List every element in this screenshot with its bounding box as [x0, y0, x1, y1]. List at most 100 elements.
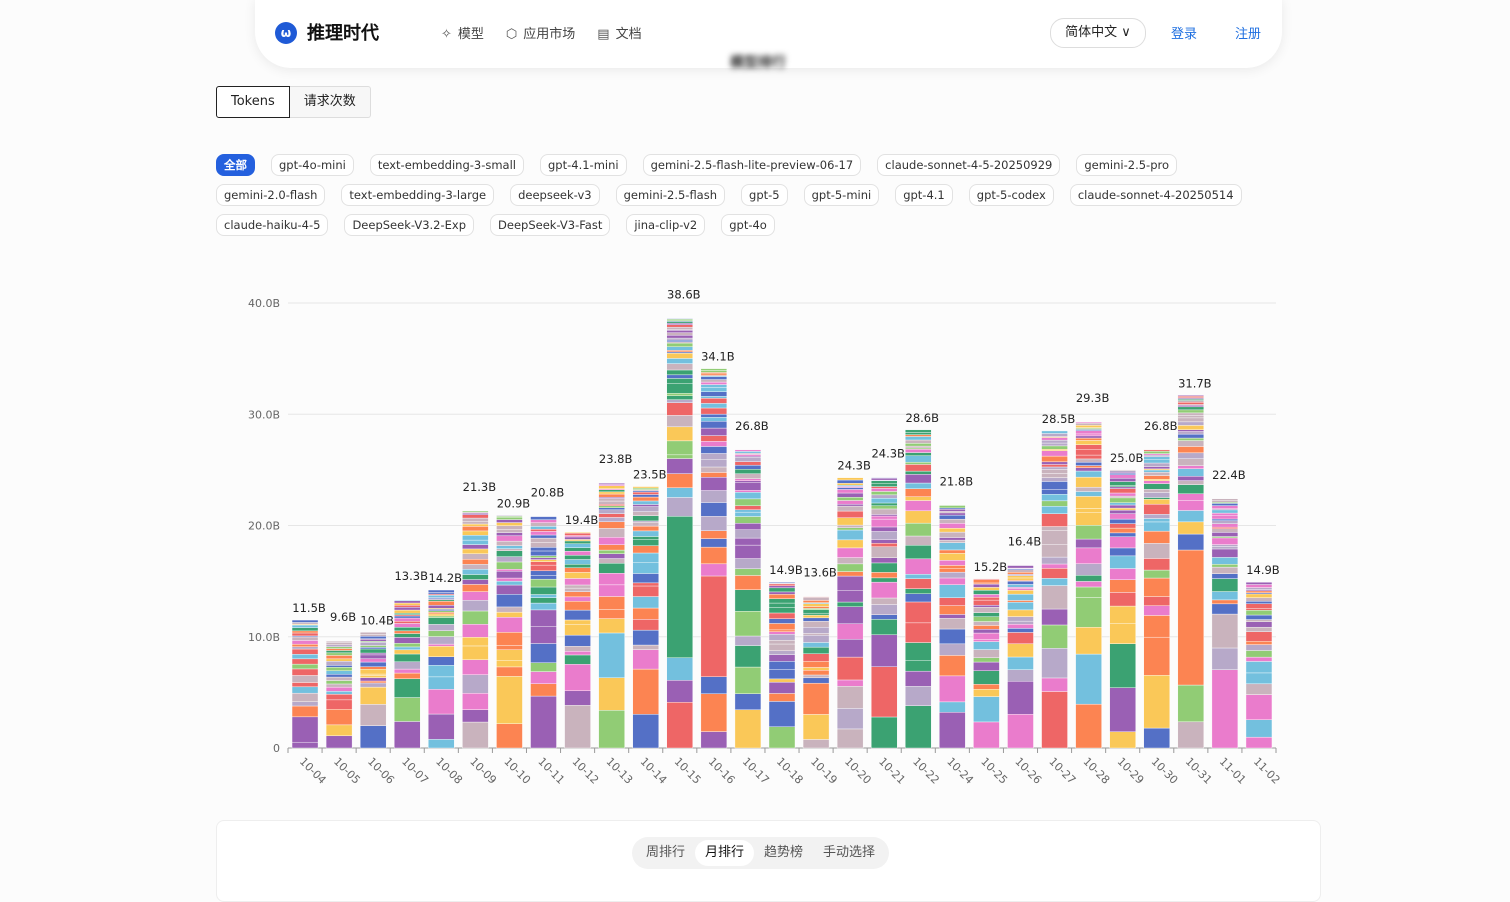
logo-icon[interactable]: ω — [275, 22, 297, 44]
bar-segment — [1143, 605, 1170, 616]
bar-segment — [1143, 543, 1170, 559]
bar-segment — [325, 670, 353, 675]
bar-segment — [939, 560, 966, 566]
bar-segment — [939, 675, 966, 703]
bar-segment — [734, 509, 762, 513]
bar-segment — [632, 487, 659, 490]
filter-chip[interactable]: gemini-2.5-pro — [1076, 154, 1178, 176]
filter-chip[interactable]: deepseek-v3 — [510, 184, 600, 206]
bar-segment — [939, 542, 966, 551]
filter-chip[interactable]: gpt-5-codex — [968, 184, 1054, 206]
filter-chip[interactable]: gpt-4o-mini — [271, 154, 354, 176]
bar-segment — [1143, 456, 1170, 460]
bar-segment — [700, 530, 728, 539]
bar-total-label: 14.9B — [1246, 563, 1280, 577]
ranking-tab[interactable]: 手动选择 — [823, 845, 876, 860]
filter-chip[interactable]: text-embedding-3-small — [369, 154, 524, 176]
bar-segment — [359, 645, 387, 648]
bar-segment — [1041, 449, 1068, 451]
bar-segment — [325, 680, 353, 685]
login-link[interactable]: 登录 — [1171, 27, 1198, 42]
bar-segment — [530, 547, 557, 552]
bar-segment — [1143, 596, 1170, 606]
bar-segment — [666, 415, 693, 428]
bar-segment — [1211, 557, 1239, 565]
ranking-tab[interactable]: 周排行 — [646, 845, 686, 860]
bar-segment — [598, 500, 625, 505]
bar-segment — [973, 579, 1000, 584]
ranking-tab[interactable]: 月排行 — [695, 840, 755, 866]
x-tick-label: 10-11 — [535, 755, 567, 787]
register-link[interactable]: 注册 — [1235, 27, 1262, 42]
bar-segment — [530, 522, 557, 527]
bar-segment — [632, 562, 659, 574]
bar-segment — [530, 557, 557, 560]
bar-segment — [564, 543, 591, 548]
bar-segment — [666, 454, 693, 459]
filter-chip[interactable]: gpt-5 — [741, 184, 788, 206]
filter-chip[interactable]: jina-clip-v2 — [626, 214, 706, 236]
brand-name[interactable]: 推理时代 — [307, 23, 379, 44]
bar-total-label: 20.9B — [497, 496, 531, 510]
bar-segment — [291, 627, 319, 632]
filter-chip[interactable]: gpt-4.1-mini — [540, 154, 627, 176]
bar-segment — [1211, 537, 1239, 545]
tab-requests[interactable]: 请求次数 — [289, 86, 371, 118]
bar-segment — [871, 518, 898, 528]
bar-segment — [802, 674, 830, 679]
nav-item-models[interactable]: ✧ 模型 — [441, 23, 484, 42]
bar-segment — [1041, 450, 1068, 457]
nav-item-docs[interactable]: ▤ 文档 — [597, 23, 641, 42]
bar-segment — [836, 489, 864, 494]
bar-segment — [564, 536, 591, 540]
bar-segment — [598, 493, 625, 498]
filter-chip[interactable]: gemini-2.5-flash — [615, 184, 726, 206]
bar-segment — [1041, 433, 1068, 437]
bar-segment — [1041, 489, 1068, 495]
filter-chip-all[interactable]: 全部 — [216, 154, 255, 176]
nav-item-app-market[interactable]: ⬡ 应用市场 — [506, 23, 575, 42]
bar-segment — [768, 640, 796, 645]
bar-segment — [666, 326, 693, 330]
language-select[interactable]: 简体中文 ∨ — [1050, 18, 1146, 48]
filter-chip[interactable]: gemini-2.5-flash-lite-preview-06-17 — [642, 154, 862, 176]
bar-segment — [428, 689, 455, 715]
bar-segment — [1143, 521, 1170, 532]
filter-chip[interactable]: gpt-4.1 — [895, 184, 953, 206]
bar-segment — [428, 739, 455, 749]
bar-segment — [1075, 525, 1102, 540]
filter-chip[interactable]: DeepSeek-V3.2-Exp — [344, 214, 475, 236]
filter-chip[interactable]: gpt-5-mini — [803, 184, 880, 206]
bar-segment — [530, 575, 557, 580]
bar-segment — [394, 609, 421, 614]
bar-segment — [564, 551, 591, 556]
filter-chip[interactable]: gemini-2.0-flash — [216, 184, 326, 206]
filter-chip[interactable]: text-embedding-3-large — [341, 184, 495, 206]
bar-segment — [768, 594, 796, 599]
bar-segment — [871, 498, 898, 504]
bar-segment — [359, 666, 387, 670]
bar-segment — [768, 602, 796, 608]
filter-chip[interactable]: claude-haiku-4-5 — [216, 214, 329, 236]
bar-segment — [1075, 627, 1102, 655]
bar-segment — [325, 667, 353, 672]
bar-segment — [1007, 600, 1034, 603]
filter-chip[interactable]: claude-sonnet-4-20250514 — [1069, 184, 1242, 206]
bar-segment — [768, 623, 796, 631]
filter-chip[interactable]: DeepSeek-V3-Fast — [490, 214, 611, 236]
bar-segment — [836, 686, 864, 709]
ranking-tab[interactable]: 趋势榜 — [764, 845, 804, 860]
bar-segment — [1075, 437, 1102, 441]
bar-segment — [939, 518, 966, 524]
bar-segment — [394, 615, 421, 619]
bar-segment — [496, 606, 523, 613]
filter-chip[interactable]: gpt-4o — [721, 214, 775, 236]
bar-segment — [700, 376, 728, 380]
bar-segment — [871, 666, 898, 718]
bar-segment — [1075, 449, 1102, 456]
filter-chip[interactable]: claude-sonnet-4-5-20250929 — [877, 154, 1061, 176]
bar-segment — [564, 531, 591, 534]
bar-segment — [462, 637, 489, 647]
tab-tokens[interactable]: Tokens — [216, 86, 290, 118]
bar-segment — [802, 606, 830, 609]
